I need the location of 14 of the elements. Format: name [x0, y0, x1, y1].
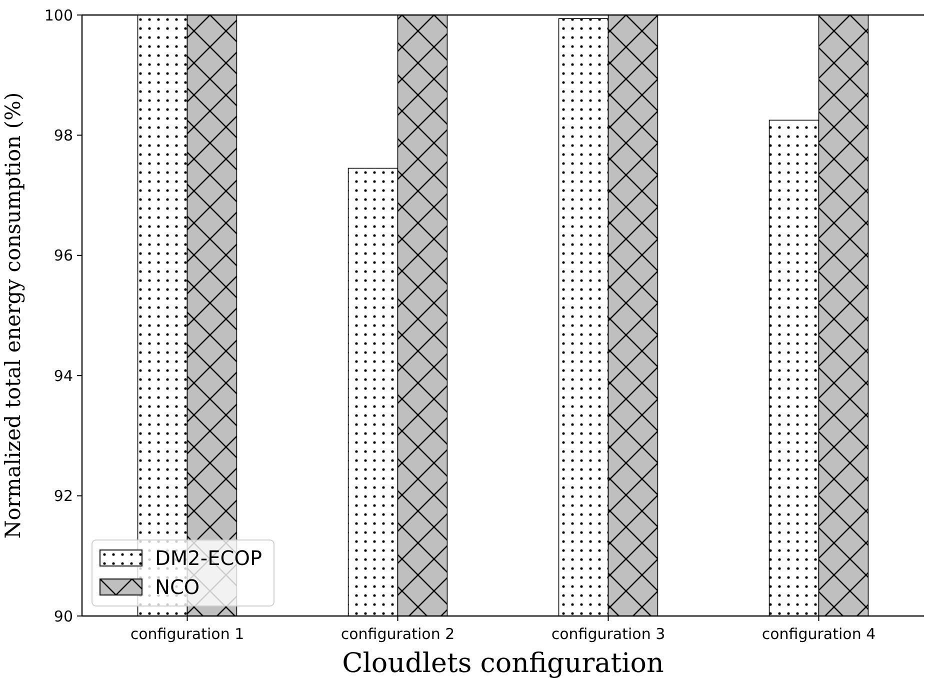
x-tick-label: configuration 2: [340, 625, 455, 643]
y-tick-label: 92: [54, 487, 73, 506]
y-tick-label: 100: [44, 6, 73, 24]
legend-label: DM2-ECOP: [155, 546, 262, 570]
y-tick-label: 94: [54, 366, 73, 385]
y-axis-title: Normalized total energy consumption (%): [1, 92, 25, 539]
y-tick-label: 90: [54, 607, 73, 626]
legend-label: NCO: [155, 575, 200, 599]
x-axis-title: Cloudlets configuration: [342, 648, 664, 678]
x-tick-label: configuration 1: [130, 625, 244, 643]
x-tick-label: configuration 4: [762, 625, 876, 643]
y-tick-label: 96: [54, 246, 73, 265]
y-tick-label: 98: [54, 126, 73, 144]
x-tick-label: configuration 3: [551, 625, 666, 643]
